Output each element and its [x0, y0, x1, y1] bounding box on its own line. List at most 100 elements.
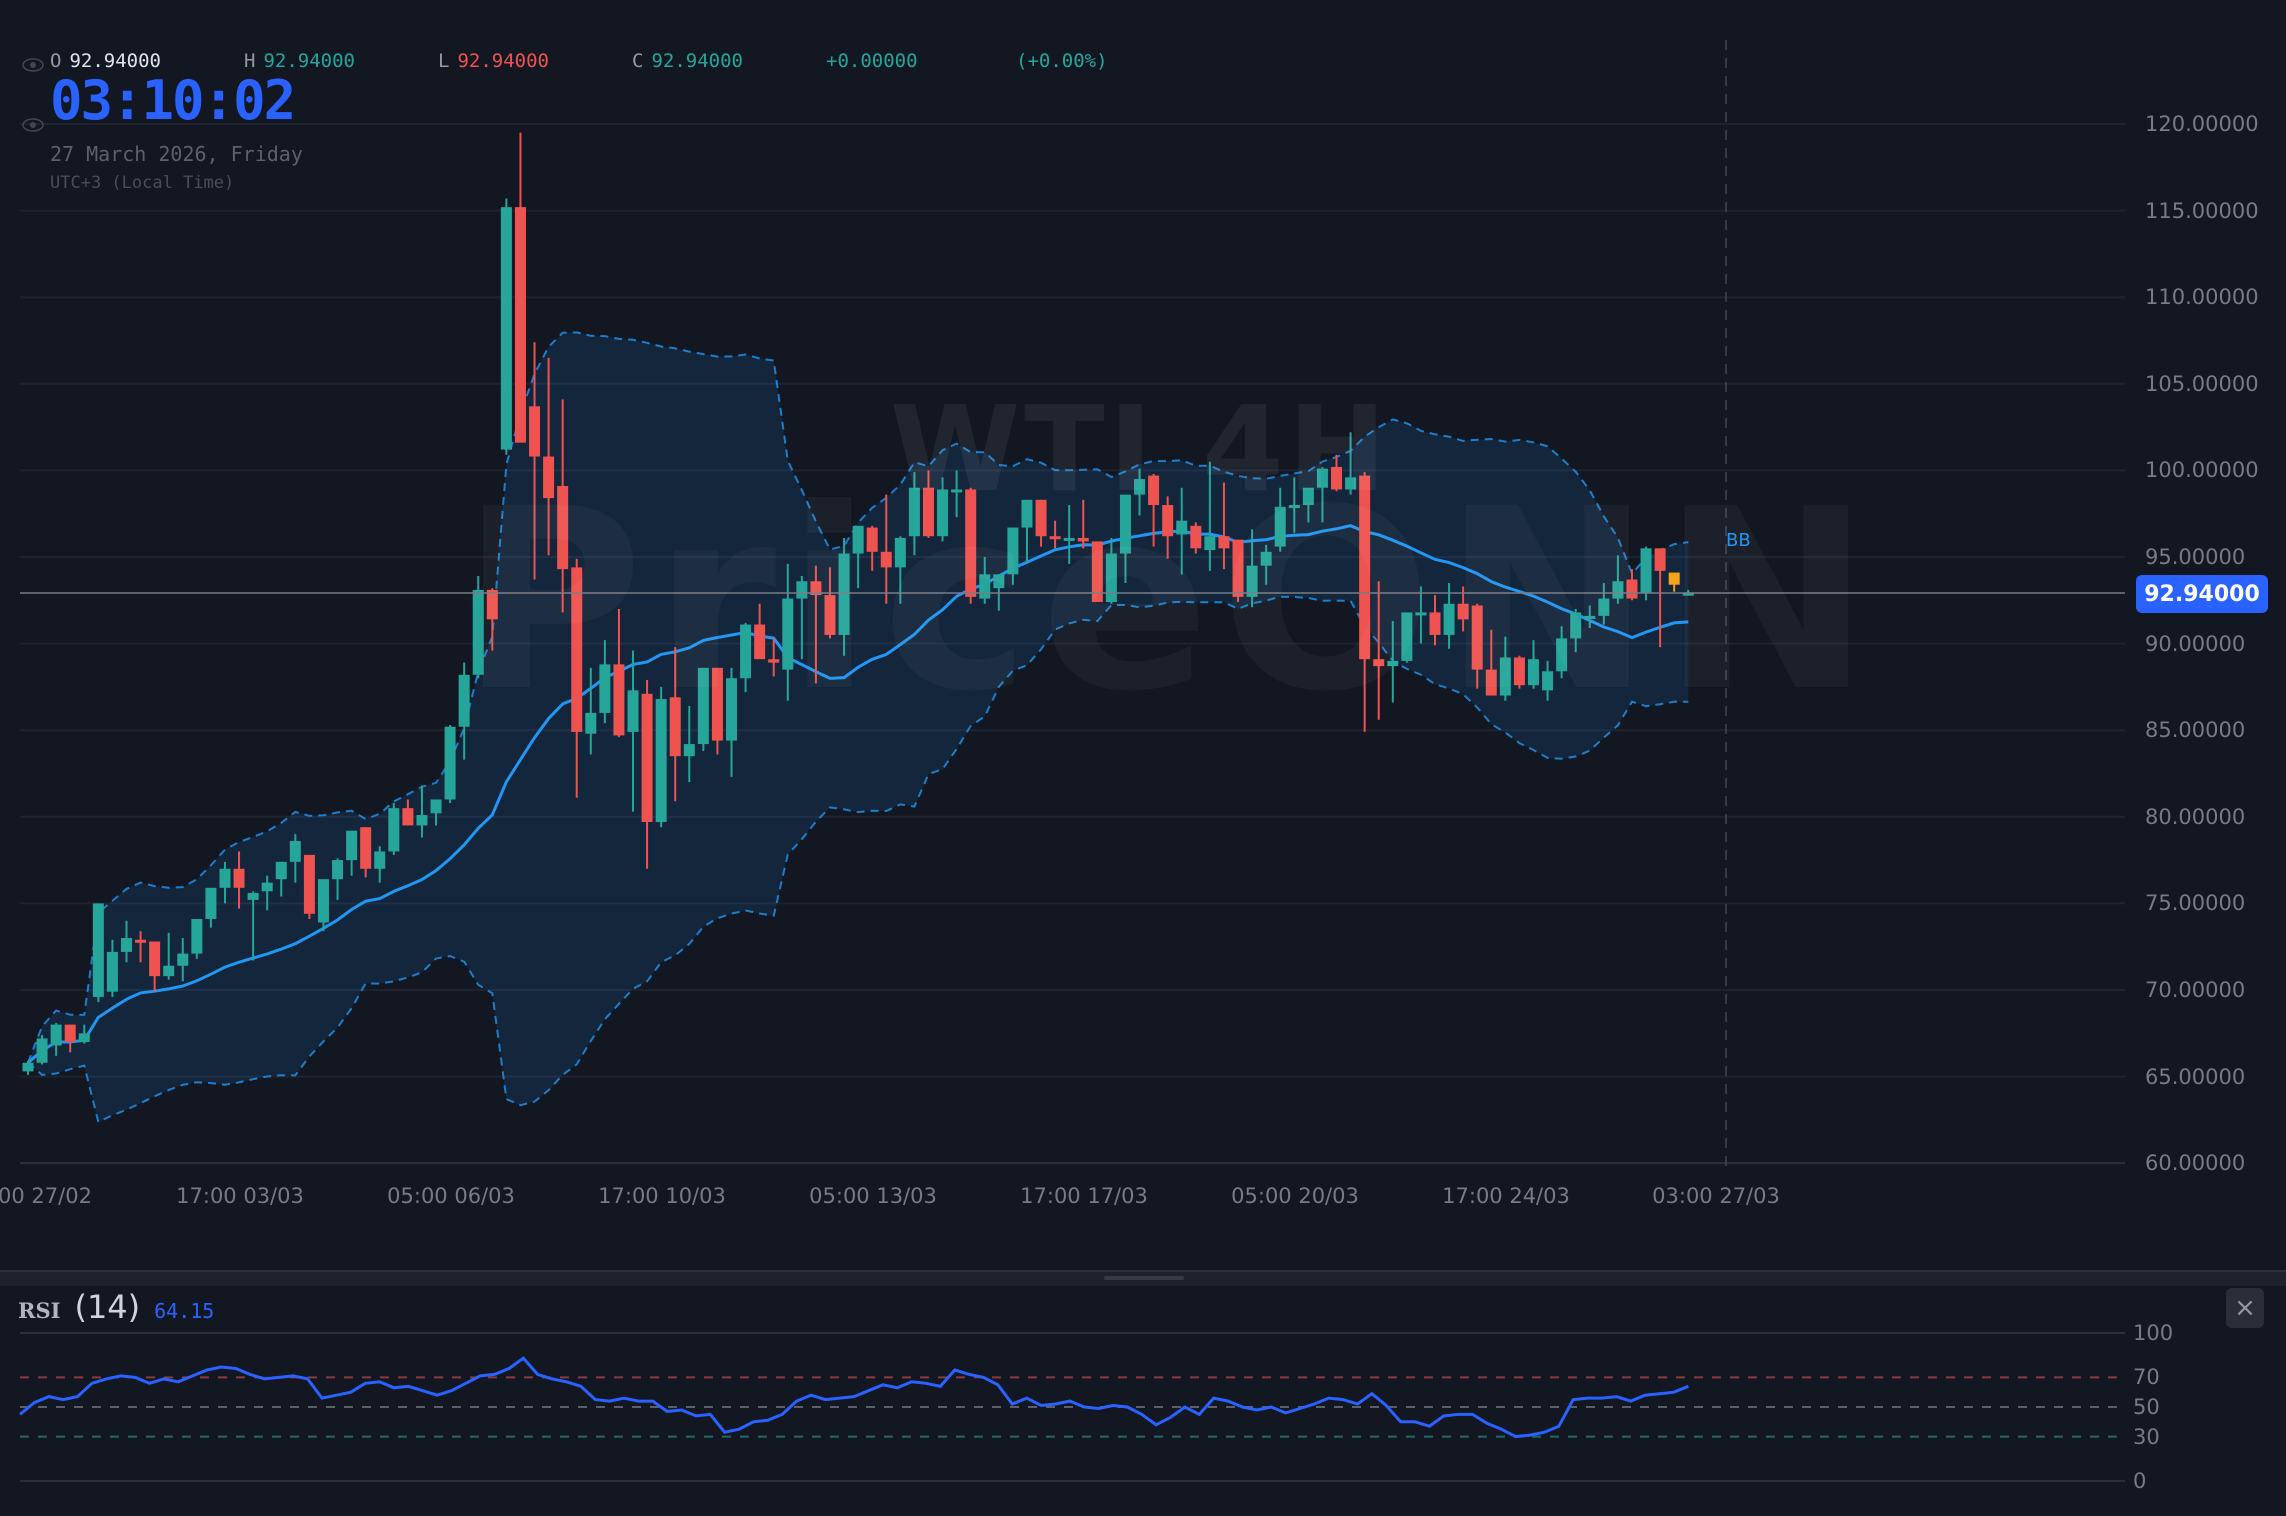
candle[interactable]: [1176, 487, 1188, 575]
candle[interactable]: [1063, 505, 1075, 564]
candle[interactable]: [1218, 482, 1230, 570]
candle[interactable]: [332, 858, 344, 900]
candle[interactable]: [1007, 527, 1019, 585]
candle[interactable]: [1584, 605, 1596, 629]
candle[interactable]: [782, 563, 794, 701]
candle[interactable]: [106, 939, 118, 997]
candle[interactable]: [599, 640, 611, 724]
candle[interactable]: [1570, 608, 1582, 653]
candle[interactable]: [1626, 569, 1638, 601]
candle[interactable]: [388, 802, 400, 855]
candle[interactable]: [683, 705, 695, 783]
candle[interactable]: [1499, 636, 1511, 701]
candle[interactable]: [247, 891, 259, 961]
candle[interactable]: [585, 667, 597, 755]
candle[interactable]: [641, 679, 653, 869]
candle[interactable]: [1443, 582, 1455, 649]
candle[interactable]: [1049, 520, 1061, 549]
close-rsi-button[interactable]: ×: [2226, 1288, 2264, 1328]
candle[interactable]: [1471, 603, 1483, 689]
candle[interactable]: [824, 567, 836, 639]
candle[interactable]: [1274, 487, 1286, 552]
candle[interactable]: [1190, 522, 1202, 554]
candle[interactable]: [233, 851, 245, 909]
candle[interactable]: [444, 725, 456, 803]
candle[interactable]: [922, 470, 934, 538]
candle[interactable]: [36, 1035, 48, 1065]
eye-icon[interactable]: [22, 118, 44, 132]
candle[interactable]: [1232, 539, 1244, 603]
candle[interactable]: [1246, 529, 1258, 608]
candle[interactable]: [1415, 586, 1427, 644]
candle[interactable]: [219, 861, 231, 904]
bb-indicator-label[interactable]: BB: [1726, 530, 1751, 551]
candle[interactable]: [149, 941, 161, 992]
candle[interactable]: [1387, 621, 1399, 703]
candle[interactable]: [275, 861, 287, 897]
candle[interactable]: [1612, 555, 1624, 604]
candle[interactable]: [430, 799, 442, 826]
candle[interactable]: [711, 667, 723, 755]
candle[interactable]: [979, 557, 991, 604]
candle[interactable]: [768, 638, 780, 677]
candle[interactable]: [191, 918, 203, 959]
candle[interactable]: [205, 887, 217, 928]
candle[interactable]: [937, 477, 949, 542]
candle[interactable]: [1527, 640, 1539, 689]
candle[interactable]: [1485, 629, 1497, 696]
candle[interactable]: [303, 854, 315, 919]
candle[interactable]: [135, 931, 147, 963]
candle[interactable]: [120, 920, 132, 963]
candle[interactable]: [317, 879, 329, 932]
candle[interactable]: [458, 662, 470, 760]
candle[interactable]: [1654, 548, 1666, 648]
candle[interactable]: [1345, 432, 1357, 495]
candle[interactable]: [92, 903, 104, 1003]
candle[interactable]: [726, 667, 737, 777]
candle[interactable]: [514, 132, 526, 443]
candlesticks[interactable]: [22, 132, 1694, 1075]
candle[interactable]: [740, 622, 752, 693]
pane-splitter[interactable]: [0, 1270, 2286, 1286]
candle[interactable]: [880, 494, 892, 604]
splitter-handle[interactable]: [1104, 1276, 1184, 1280]
candle[interactable]: [1316, 466, 1328, 523]
candle[interactable]: [289, 834, 301, 883]
candle[interactable]: [655, 686, 667, 828]
candle[interactable]: [866, 525, 878, 571]
candle[interactable]: [810, 565, 822, 684]
candle[interactable]: [1542, 660, 1554, 701]
candle[interactable]: [1162, 496, 1174, 559]
candle[interactable]: [261, 875, 273, 911]
candle[interactable]: [697, 667, 709, 751]
candle[interactable]: [557, 399, 569, 613]
candle[interactable]: [571, 558, 583, 798]
candle[interactable]: [416, 785, 428, 838]
candle[interactable]: [163, 932, 175, 980]
candle[interactable]: [1035, 499, 1047, 547]
candle[interactable]: [1640, 546, 1652, 601]
candle[interactable]: [360, 827, 372, 878]
candle[interactable]: [627, 650, 639, 812]
candle[interactable]: [1429, 595, 1441, 646]
candle[interactable]: [346, 830, 358, 876]
candle[interactable]: [796, 576, 808, 660]
candle[interactable]: [1373, 581, 1385, 720]
candle[interactable]: [838, 537, 850, 656]
candle[interactable]: [50, 1022, 62, 1056]
candle[interactable]: [1331, 454, 1343, 492]
candle[interactable]: [1260, 544, 1272, 585]
candle[interactable]: [78, 1024, 90, 1044]
candle[interactable]: [754, 603, 766, 660]
candle[interactable]: [908, 472, 920, 556]
candle[interactable]: [374, 846, 386, 883]
candle[interactable]: [22, 1061, 34, 1075]
candle[interactable]: [1598, 582, 1610, 625]
candle[interactable]: [1204, 461, 1216, 571]
candle[interactable]: [1091, 541, 1103, 603]
candle[interactable]: [1077, 499, 1089, 549]
candle[interactable]: [500, 198, 512, 455]
candle[interactable]: [1668, 572, 1680, 592]
candle[interactable]: [1359, 472, 1371, 732]
